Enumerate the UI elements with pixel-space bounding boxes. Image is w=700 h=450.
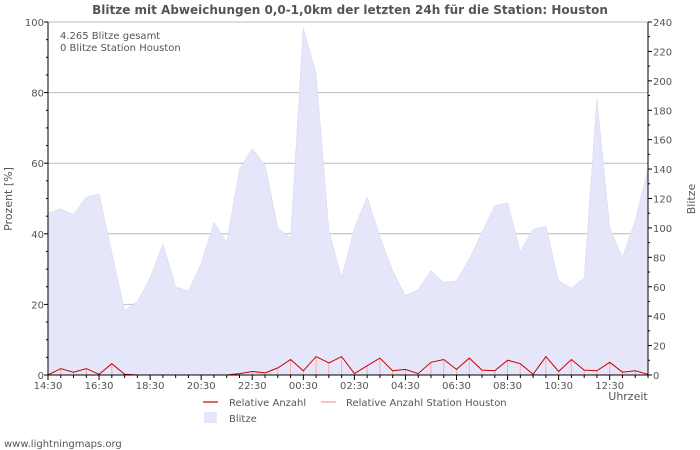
x-axis-ticks: 14:30 16:30 18:30 20:30 22:30 00:30 02:30 04:30…	[34, 375, 649, 392]
y-left-tick-label: 60	[31, 159, 44, 170]
y-right-tick-label: 100	[653, 224, 672, 235]
y-right-tick-label: 240	[653, 18, 672, 29]
x-tick-label: 18:30	[136, 381, 165, 392]
y-right-tick-label: 200	[653, 77, 672, 88]
y-right-tick-label: 40	[653, 312, 666, 323]
x-tick-label: 06:30	[442, 381, 471, 392]
y-right-tick-label: 0	[653, 371, 659, 382]
y-right-tick-label: 20	[653, 342, 666, 353]
blitze-area	[47, 27, 649, 376]
y-left-tick-label: 80	[31, 89, 44, 100]
x-tick-label: 16:30	[85, 381, 114, 392]
x-tick-label: 14:30	[34, 381, 63, 392]
y-axis-left-ticks: 0 20 40 60 80 100	[25, 18, 48, 382]
x-tick-label: 04:30	[391, 381, 420, 392]
y-right-tick-label: 220	[653, 47, 672, 58]
y-left-tick-label: 100	[25, 18, 44, 29]
y-left-tick-label: 20	[31, 300, 44, 311]
y-right-tick-label: 120	[653, 195, 672, 206]
x-tick-label: 10:30	[544, 381, 573, 392]
annotation-total: 4.265 Blitze gesamt	[60, 31, 160, 42]
watermark: www.lightningmaps.org	[4, 439, 122, 450]
x-tick-label: 12:30	[595, 381, 624, 392]
y-right-tick-label: 60	[653, 283, 666, 294]
legend-relative-station-label: Relative Anzahl Station Houston	[346, 398, 507, 409]
y-right-tick-label: 180	[653, 106, 672, 117]
y-right-tick-label: 140	[653, 165, 672, 176]
y-right-tick-label: 160	[653, 136, 672, 147]
y-left-tick-label: 0	[38, 371, 44, 382]
x-axis-label: Uhrzeit	[608, 390, 648, 403]
relative-count-bars	[60, 356, 649, 375]
legend-blitze-label: Blitze	[229, 414, 257, 425]
y-right-tick-label: 80	[653, 253, 666, 264]
annotation-station: 0 Blitze Station Houston	[60, 43, 181, 54]
x-tick-label: 02:30	[340, 381, 369, 392]
y-axis-right-ticks: 0 20 40 60 80 100 120 140 160 180 200 240 220	[648, 18, 672, 382]
y-left-tick-label: 40	[31, 230, 44, 241]
legend-blitze-swatch	[204, 412, 217, 423]
y-axis-right-label: Blitze	[685, 184, 698, 215]
chart-title: Blitze mit Abweichungen 0,0-1,0km der le…	[92, 3, 608, 17]
x-tick-label: 22:30	[238, 381, 267, 392]
x-tick-label: 08:30	[493, 381, 522, 392]
y-axis-left-label: Prozent [%]	[2, 167, 15, 231]
x-tick-label: 20:30	[187, 381, 216, 392]
legend-relative-label: Relative Anzahl	[229, 398, 306, 409]
x-tick-label: 00:30	[289, 381, 318, 392]
